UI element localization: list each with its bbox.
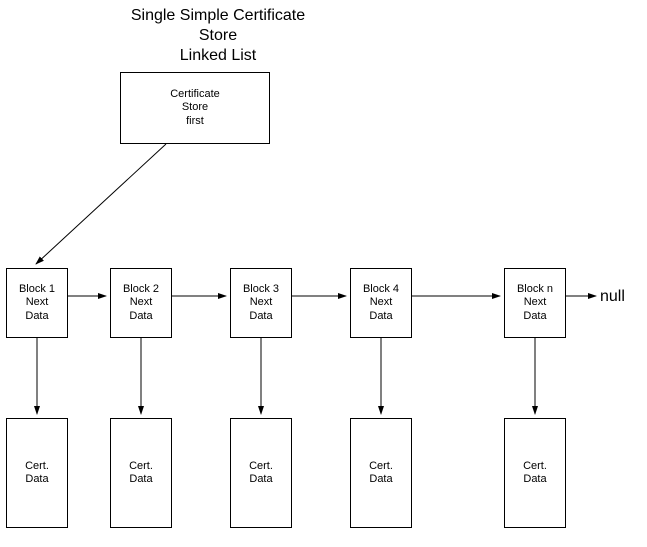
store-line1: Certificate [170, 88, 220, 101]
null-label: null [600, 288, 625, 306]
block-node: Block 4 Next Data [350, 268, 412, 338]
block-next: Next [26, 296, 49, 309]
block-next: Next [524, 296, 547, 309]
cert-l1: Cert. [25, 460, 49, 473]
block-node: Block 1 Next Data [6, 268, 68, 338]
block-name: Block 4 [363, 283, 399, 296]
store-box: Certificate Store first [120, 72, 270, 144]
block-name: Block n [517, 283, 553, 296]
block-node: Block 2 Next Data [110, 268, 172, 338]
cert-l1: Cert. [129, 460, 153, 473]
block-data: Data [25, 310, 48, 323]
title-line2: Store [118, 26, 318, 46]
diagram-title: Single Simple Certificate Store Linked L… [118, 6, 318, 66]
block-next: Next [130, 296, 153, 309]
block-data: Data [249, 310, 272, 323]
block-node: Block n Next Data [504, 268, 566, 338]
block-data: Data [523, 310, 546, 323]
cert-box: Cert. Data [6, 418, 68, 528]
block-data: Data [369, 310, 392, 323]
store-line2: Store [182, 101, 208, 114]
cert-l2: Data [249, 473, 272, 486]
cert-box: Cert. Data [504, 418, 566, 528]
title-line3: Linked List [118, 46, 318, 66]
cert-l1: Cert. [249, 460, 273, 473]
title-line1: Single Simple Certificate [118, 6, 318, 26]
cert-box: Cert. Data [350, 418, 412, 528]
cert-l2: Data [129, 473, 152, 486]
cert-l2: Data [25, 473, 48, 486]
cert-l1: Cert. [369, 460, 393, 473]
block-name: Block 1 [19, 283, 55, 296]
cert-l2: Data [369, 473, 392, 486]
block-name: Block 2 [123, 283, 159, 296]
store-line3: first [186, 115, 204, 128]
block-next: Next [370, 296, 393, 309]
cert-box: Cert. Data [230, 418, 292, 528]
block-node: Block 3 Next Data [230, 268, 292, 338]
block-data: Data [129, 310, 152, 323]
cert-l1: Cert. [523, 460, 547, 473]
block-name: Block 3 [243, 283, 279, 296]
cert-box: Cert. Data [110, 418, 172, 528]
arrow-first [36, 144, 166, 264]
cert-l2: Data [523, 473, 546, 486]
block-next: Next [250, 296, 273, 309]
